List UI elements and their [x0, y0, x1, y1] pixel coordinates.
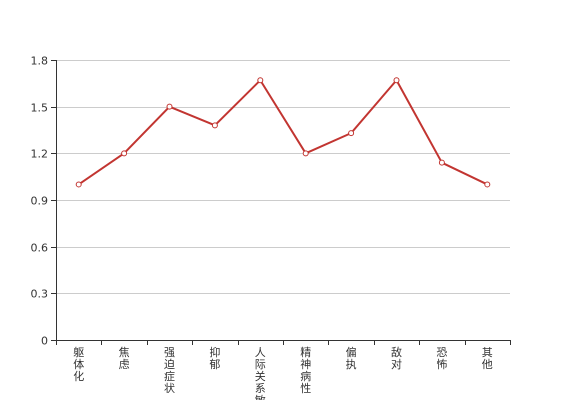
x-category-label-8: 恐怖	[436, 346, 447, 371]
x-category-label-2: 强迫症状	[164, 346, 175, 395]
x-category-label-5: 精神病性	[300, 346, 311, 395]
y-tick-label-3: 0.9	[31, 195, 49, 208]
x-category-label-6: 偏执	[346, 345, 357, 371]
y-tick-label-4: 1.2	[31, 148, 49, 161]
data-point-0-7	[393, 77, 400, 84]
data-point-0-1	[121, 150, 128, 157]
data-point-0-6	[348, 130, 355, 137]
y-tick-label-5: 1.5	[31, 102, 49, 115]
x-category-label-1: 焦虑	[119, 346, 130, 371]
data-point-0-9	[484, 181, 491, 188]
x-category-label-4: 人际关系敏感	[255, 346, 266, 400]
series-layer	[75, 77, 491, 188]
data-point-0-2	[166, 103, 173, 110]
data-point-0-5	[302, 150, 309, 157]
x-category-label-7: 敌对	[391, 345, 402, 371]
series-line-0	[78, 79, 488, 186]
data-point-0-3	[211, 122, 218, 129]
data-point-0-4	[257, 77, 264, 84]
x-category-label-0: 躯体化	[73, 346, 84, 383]
axis-layer: 0 0.3 0.6 0.9 1.2 1.5 1.8 躯体化 焦虑 强迫症状 抑郁 人际关系敏感 精神病性…	[31, 55, 511, 400]
y-tick-label-0: 0	[41, 335, 48, 348]
grid-layer	[56, 60, 510, 294]
y-tick-label-2: 0.6	[31, 242, 49, 255]
x-category-label-3: 抑郁	[209, 345, 220, 371]
x-category-label-9: 其他	[482, 346, 493, 371]
y-tick-label-1: 0.3	[31, 288, 49, 301]
data-point-0-8	[438, 159, 445, 166]
data-point-0-0	[75, 181, 82, 188]
y-tick-label-6: 1.8	[31, 55, 49, 68]
